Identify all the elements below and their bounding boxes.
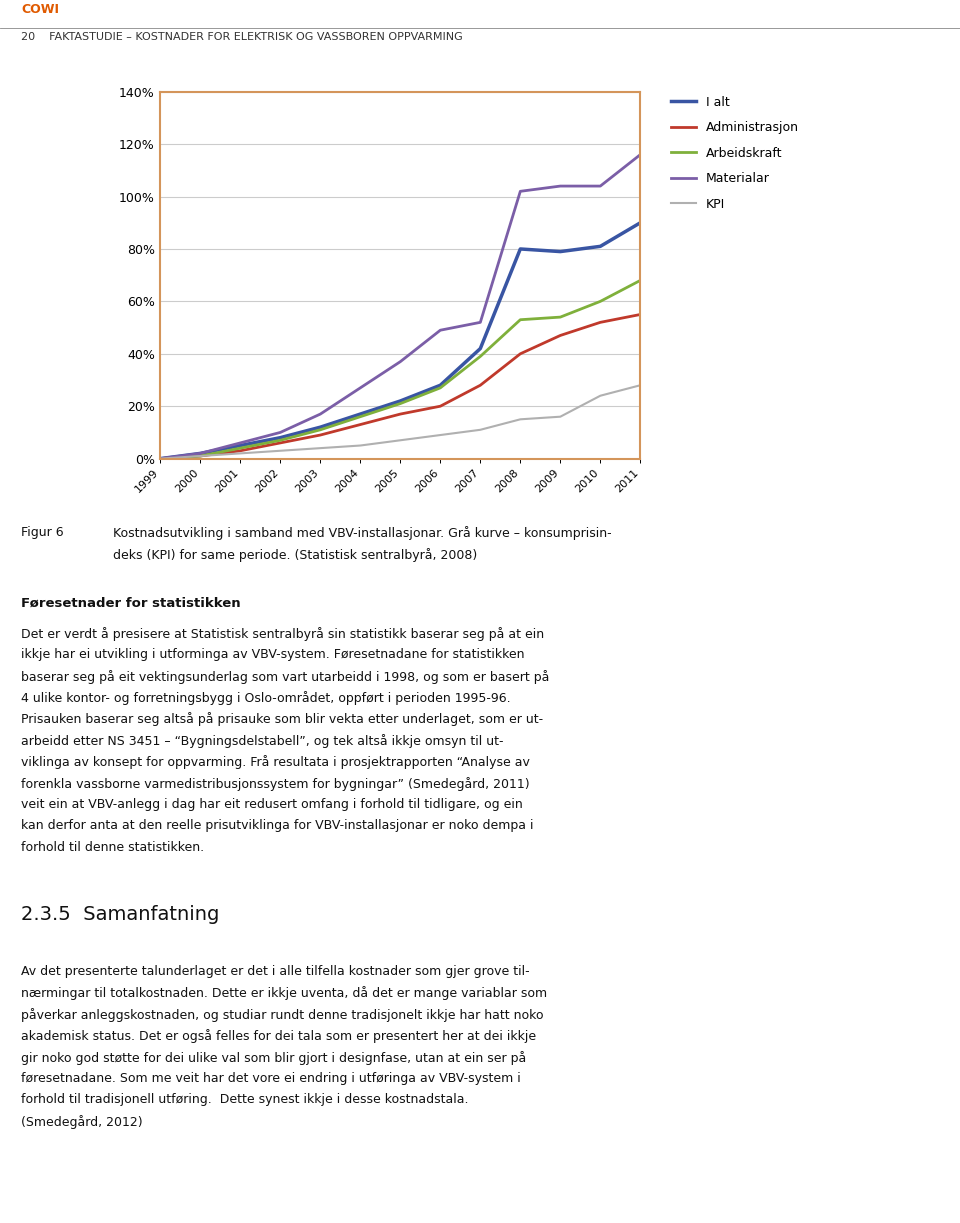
Line: Materialar: Materialar [160, 154, 640, 459]
Text: forhold til tradisjonell utføring.  Dette synest ikkje i desse kostnadstala.: forhold til tradisjonell utføring. Dette… [21, 1093, 468, 1107]
Arbeidskraft [275, 433, 286, 448]
Materialar [555, 179, 566, 193]
Arbeidskraft [515, 312, 526, 327]
KPI [515, 412, 526, 427]
I alt [234, 438, 246, 453]
Text: forhold til denne statistikken.: forhold til denne statistikken. [21, 841, 204, 854]
Text: gir noko god støtte for dei ulike val som blir gjort i designfase, utan at ein s: gir noko god støtte for dei ulike val so… [21, 1051, 526, 1064]
Arbeidskraft [354, 410, 366, 424]
Text: forenkla vassborne varmedistribusjonssystem for bygningar” (Smedegård, 2011): forenkla vassborne varmedistribusjonssys… [21, 777, 530, 790]
Text: Føresetnader for statistikken: Føresetnader for statistikken [21, 597, 241, 610]
Text: Det er verdt å presisere at Statistisk sentralbyrå sin statistikk baserar seg på: Det er verdt å presisere at Statistisk s… [21, 627, 544, 641]
KPI [195, 449, 206, 464]
Text: deks (KPI) for same periode. (Statistisk sentralbyrå, 2008): deks (KPI) for same periode. (Statistisk… [113, 548, 477, 561]
Text: baserar seg på eit vektingsunderlag som vart utarbeidd i 1998, og som er basert : baserar seg på eit vektingsunderlag som … [21, 670, 549, 684]
Materialar [515, 183, 526, 198]
I alt [195, 446, 206, 461]
Text: veit ein at VBV-anlegg i dag har eit redusert omfang i forhold til tidligare, og: veit ein at VBV-anlegg i dag har eit red… [21, 799, 523, 811]
Materialar [435, 323, 446, 338]
KPI [474, 422, 486, 437]
Text: viklinga av konsept for oppvarming. Frå resultata i prosjektrapporten “Analyse a: viklinga av konsept for oppvarming. Frå … [21, 756, 530, 769]
Administrasjon [594, 316, 606, 330]
Arbeidskraft [474, 349, 486, 363]
Administrasjon [515, 346, 526, 361]
Arbeidskraft [155, 451, 166, 466]
I alt [515, 242, 526, 257]
Line: Administrasjon: Administrasjon [160, 314, 640, 459]
Text: arbeidd etter NS 3451 – “Bygningsdelstabell”, og tek altså ikkje omsyn til ut-: arbeidd etter NS 3451 – “Bygningsdelstab… [21, 734, 504, 747]
I alt [275, 430, 286, 445]
KPI [234, 446, 246, 461]
Text: Av det presenterte talunderlaget er det i alle tilfella kostnader som gjer grove: Av det presenterte talunderlaget er det … [21, 965, 530, 978]
Administrasjon [354, 417, 366, 432]
Line: Arbeidskraft: Arbeidskraft [160, 280, 640, 459]
Arbeidskraft [234, 440, 246, 455]
Text: COWI: COWI [21, 2, 60, 16]
I alt [315, 419, 326, 434]
KPI [155, 451, 166, 466]
Arbeidskraft [195, 449, 206, 464]
I alt [594, 238, 606, 253]
Materialar [195, 446, 206, 461]
Administrasjon [474, 378, 486, 393]
KPI [275, 444, 286, 459]
I alt [555, 245, 566, 259]
Administrasjon [155, 451, 166, 466]
I alt [354, 407, 366, 422]
Arbeidskraft [435, 380, 446, 395]
Arbeidskraft [594, 294, 606, 308]
Arbeidskraft [395, 396, 406, 411]
I alt [155, 451, 166, 466]
Materialar [594, 179, 606, 193]
Text: Prisauken baserar seg altså på prisauke som blir vekta etter underlaget, som er : Prisauken baserar seg altså på prisauke … [21, 713, 543, 726]
KPI [594, 389, 606, 404]
Administrasjon [315, 428, 326, 443]
Administrasjon [195, 449, 206, 464]
Materialar [315, 407, 326, 422]
Materialar [395, 355, 406, 369]
Materialar [354, 380, 366, 395]
Text: akademisk status. Det er også felles for dei tala som er presentert her at dei i: akademisk status. Det er også felles for… [21, 1030, 537, 1043]
I alt [474, 341, 486, 356]
Administrasjon [635, 307, 646, 322]
Administrasjon [435, 399, 446, 413]
KPI [354, 438, 366, 453]
Line: KPI: KPI [160, 385, 640, 459]
Line: I alt: I alt [160, 223, 640, 459]
Text: nærmingar til totalkostnaden. Dette er ikkje uventa, då det er mange variablar s: nærmingar til totalkostnaden. Dette er i… [21, 987, 547, 1000]
Text: ikkje har ei utvikling i utforminga av VBV-system. Føresetnadane for statistikke: ikkje har ei utvikling i utforminga av V… [21, 648, 524, 662]
KPI [555, 410, 566, 424]
Administrasjon [234, 444, 246, 459]
Materialar [275, 426, 286, 440]
Materialar [474, 316, 486, 330]
Materialar [155, 451, 166, 466]
Text: 20    FAKTASTUDIE – KOSTNADER FOR ELEKTRISK OG VASSBOREN OPPVARMING: 20 FAKTASTUDIE – KOSTNADER FOR ELEKTRISK… [21, 32, 463, 42]
Text: (Smedegård, 2012): (Smedegård, 2012) [21, 1115, 143, 1129]
Arbeidskraft [315, 422, 326, 437]
I alt [435, 378, 446, 393]
Text: 2.3.5  Samanfatning: 2.3.5 Samanfatning [21, 905, 220, 925]
I alt [635, 215, 646, 230]
Text: påverkar anleggskostnaden, og studiar rundt denne tradisjonelt ikkje har hatt no: påverkar anleggskostnaden, og studiar ru… [21, 1008, 543, 1021]
KPI [315, 440, 326, 455]
Administrasjon [555, 328, 566, 342]
Administrasjon [275, 435, 286, 450]
KPI [635, 378, 646, 393]
KPI [435, 428, 446, 443]
Text: Kostnadsutvikling i samband med VBV-installasjonar. Grå kurve – konsumprisin-: Kostnadsutvikling i samband med VBV-inst… [113, 526, 612, 539]
Text: føresetnadane. Som me veit har det vore ei endring i utføringa av VBV-system i: føresetnadane. Som me veit har det vore … [21, 1071, 521, 1085]
Text: Figur 6: Figur 6 [21, 526, 63, 539]
Text: 4 ulike kontor- og forretningsbygg i Oslo-området, oppført i perioden 1995-96.: 4 ulike kontor- og forretningsbygg i Osl… [21, 691, 511, 704]
Materialar [234, 435, 246, 450]
Materialar [635, 147, 646, 161]
Legend: I alt, Administrasjon, Arbeidskraft, Materialar, KPI: I alt, Administrasjon, Arbeidskraft, Mat… [666, 91, 804, 215]
Arbeidskraft [555, 309, 566, 324]
KPI [395, 433, 406, 448]
Administrasjon [395, 407, 406, 422]
Text: kan derfor anta at den reelle prisutviklinga for VBV-installasjonar er noko demp: kan derfor anta at den reelle prisutvikl… [21, 819, 534, 833]
I alt [395, 394, 406, 408]
Arbeidskraft [635, 273, 646, 287]
